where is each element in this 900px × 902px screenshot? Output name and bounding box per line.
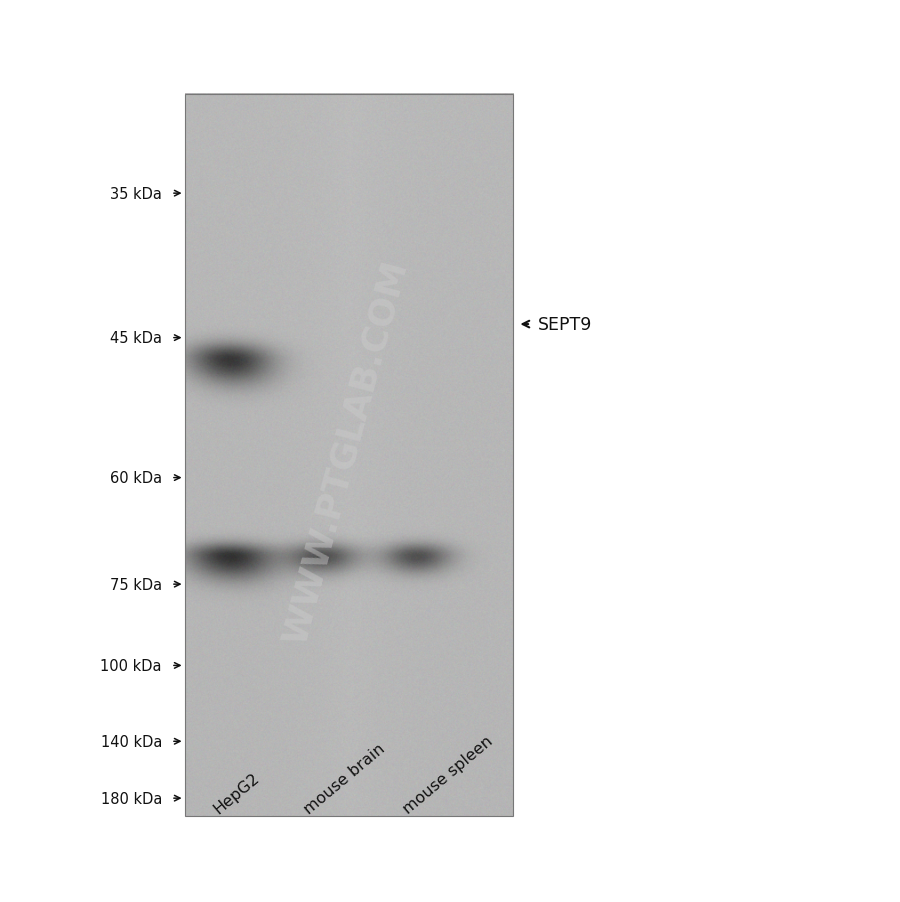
Text: 180 kDa: 180 kDa (101, 791, 162, 805)
Text: mouse brain: mouse brain (301, 741, 388, 816)
Text: 140 kDa: 140 kDa (101, 734, 162, 749)
Text: mouse spleen: mouse spleen (400, 733, 495, 816)
Bar (184, 95, 513, 816)
Text: 75 kDa: 75 kDa (110, 577, 162, 592)
Text: 100 kDa: 100 kDa (101, 658, 162, 673)
Text: SEPT9: SEPT9 (538, 316, 592, 334)
Text: 35 kDa: 35 kDa (110, 187, 162, 201)
Text: 60 kDa: 60 kDa (110, 471, 162, 485)
Text: HepG2: HepG2 (211, 769, 263, 816)
Text: WWW.PTGLAB.COM: WWW.PTGLAB.COM (279, 255, 414, 647)
Text: 45 kDa: 45 kDa (110, 331, 162, 345)
